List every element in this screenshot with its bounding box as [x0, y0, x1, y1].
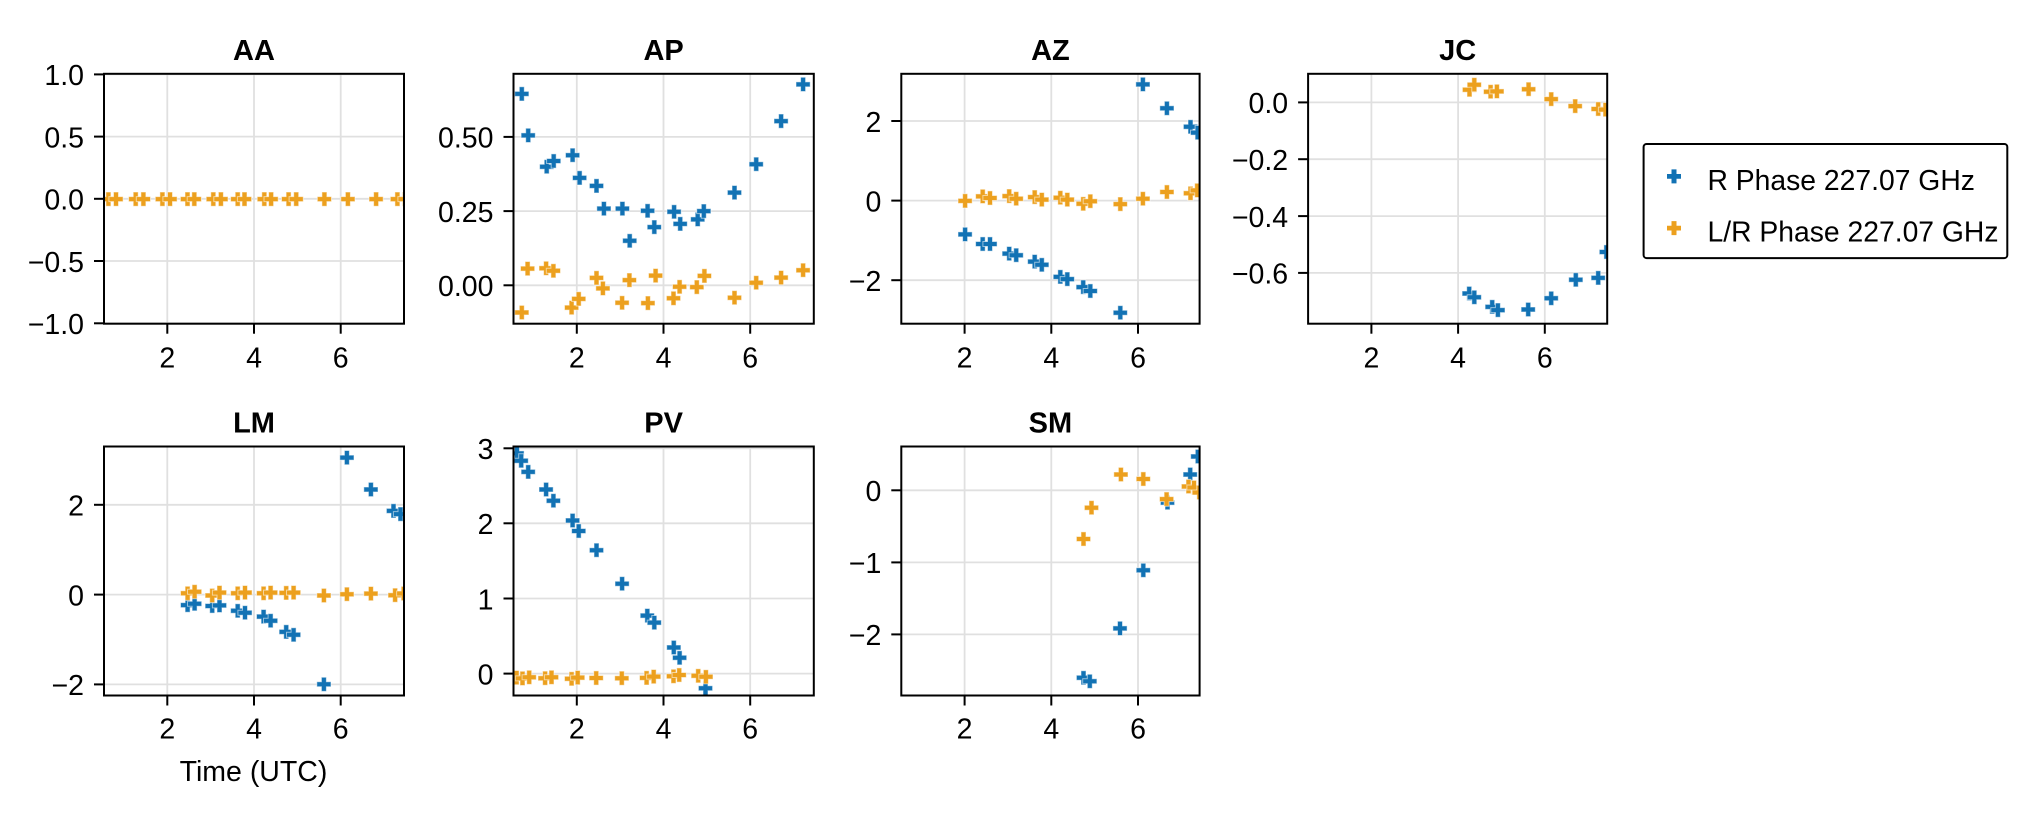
svg-text:6: 6: [1130, 713, 1146, 745]
svg-text:4: 4: [1450, 342, 1466, 374]
svg-text:0.0: 0.0: [1248, 88, 1288, 120]
svg-text:SM: SM: [1029, 408, 1073, 440]
svg-text:3: 3: [478, 434, 494, 466]
svg-text:6: 6: [742, 342, 758, 374]
svg-text:1: 1: [478, 584, 494, 616]
svg-text:0.00: 0.00: [438, 271, 493, 303]
svg-text:L/R Phase 227.07 GHz: L/R Phase 227.07 GHz: [1708, 216, 1999, 248]
svg-text:1.0: 1.0: [44, 60, 84, 92]
svg-text:AZ: AZ: [1031, 35, 1070, 67]
svg-text:0.5: 0.5: [44, 122, 84, 154]
svg-text:0: 0: [865, 476, 881, 508]
svg-text:0: 0: [478, 659, 494, 691]
svg-text:6: 6: [333, 713, 349, 745]
svg-text:PV: PV: [644, 408, 683, 440]
svg-text:−2: −2: [52, 670, 85, 702]
svg-text:−1: −1: [849, 548, 882, 580]
svg-text:−1.0: −1.0: [28, 309, 84, 341]
svg-text:4: 4: [246, 342, 262, 374]
svg-text:Time (UTC): Time (UTC): [180, 756, 328, 788]
svg-text:4: 4: [1043, 713, 1059, 745]
svg-text:0: 0: [865, 186, 881, 218]
svg-text:−0.4: −0.4: [1232, 202, 1288, 234]
svg-text:−0.2: −0.2: [1232, 145, 1288, 177]
svg-text:0.50: 0.50: [438, 123, 493, 155]
svg-text:−0.6: −0.6: [1232, 259, 1288, 291]
svg-text:0.0: 0.0: [44, 185, 84, 217]
svg-text:−2: −2: [849, 266, 882, 298]
svg-text:2: 2: [865, 107, 881, 139]
svg-text:6: 6: [1537, 342, 1553, 374]
svg-text:2: 2: [159, 713, 175, 745]
svg-text:2: 2: [478, 509, 494, 541]
svg-text:4: 4: [1043, 342, 1059, 374]
svg-text:LM: LM: [233, 408, 275, 440]
svg-text:2: 2: [569, 713, 585, 745]
svg-text:JC: JC: [1439, 35, 1476, 67]
svg-text:AP: AP: [643, 35, 683, 67]
svg-text:4: 4: [246, 713, 262, 745]
svg-text:2: 2: [569, 342, 585, 374]
svg-text:0: 0: [68, 580, 84, 612]
svg-text:4: 4: [656, 713, 672, 745]
svg-text:AA: AA: [233, 35, 275, 67]
svg-text:−2: −2: [849, 620, 882, 652]
svg-text:2: 2: [1363, 342, 1379, 374]
svg-text:4: 4: [656, 342, 672, 374]
svg-text:R Phase 227.07 GHz: R Phase 227.07 GHz: [1708, 164, 1975, 196]
svg-text:2: 2: [159, 342, 175, 374]
svg-text:6: 6: [1130, 342, 1146, 374]
svg-text:2: 2: [68, 491, 84, 523]
svg-text:−0.5: −0.5: [28, 247, 84, 279]
svg-text:6: 6: [333, 342, 349, 374]
svg-text:6: 6: [742, 713, 758, 745]
svg-text:2: 2: [957, 713, 973, 745]
svg-text:0.25: 0.25: [438, 197, 493, 229]
svg-text:2: 2: [957, 342, 973, 374]
